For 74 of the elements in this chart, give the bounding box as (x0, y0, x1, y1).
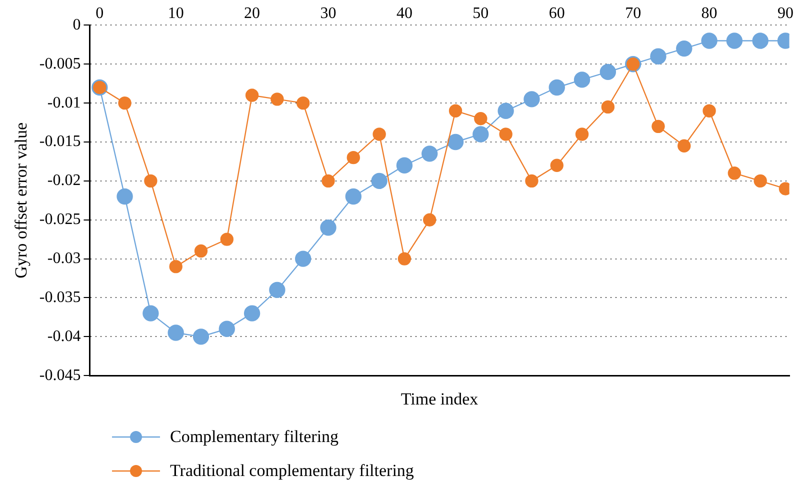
point (678, 139, 691, 152)
point (498, 102, 514, 119)
point (499, 128, 512, 141)
point (244, 305, 260, 322)
point (372, 128, 386, 141)
point (118, 96, 132, 110)
point (320, 220, 336, 236)
point (650, 48, 666, 64)
point (218, 320, 235, 337)
point (169, 260, 182, 274)
x-tick-label: 90 (777, 4, 794, 22)
legend-label: Traditional complementary filtering (170, 461, 414, 481)
point (600, 64, 616, 80)
y-tick-label: -0.015 (39, 133, 81, 150)
x-tick-label: 50 (472, 4, 489, 22)
point (269, 282, 286, 298)
point (322, 174, 335, 188)
point (192, 328, 210, 345)
y-tick-label: -0.03 (47, 250, 81, 268)
point (423, 213, 436, 226)
point (754, 174, 767, 188)
point (676, 40, 692, 57)
point (245, 88, 259, 102)
point (701, 32, 718, 49)
x-axis-title: Time index (400, 389, 479, 408)
point (398, 252, 412, 266)
point (422, 146, 438, 162)
y-tick-label: -0.02 (47, 172, 81, 190)
y-axis-title: Gyro offset error value (12, 122, 31, 278)
point (168, 324, 184, 341)
point (652, 120, 665, 134)
point (524, 91, 540, 108)
point (548, 79, 565, 96)
point (296, 96, 310, 110)
point (142, 305, 159, 322)
point (728, 166, 742, 180)
point (574, 72, 590, 88)
y-tick-label: -0.035 (39, 288, 81, 306)
x-tick-label: 70 (625, 4, 642, 22)
y-tick-label: 0 (72, 16, 81, 34)
point (447, 134, 464, 150)
point (752, 32, 768, 49)
x-tick-label: 30 (320, 4, 336, 22)
point (346, 150, 360, 164)
x-tick-label: 40 (396, 4, 412, 22)
y-tick-label: -0.005 (39, 55, 81, 72)
point (525, 174, 538, 188)
y-tick-label: -0.045 (39, 366, 81, 384)
x-tick-label: 0 (96, 4, 104, 22)
point (345, 188, 362, 205)
point (474, 112, 488, 126)
x-tick-label: 60 (548, 4, 565, 22)
point (726, 32, 743, 49)
point (702, 104, 716, 118)
y-tick-label: -0.025 (39, 211, 81, 228)
point (116, 188, 133, 205)
y-tick-label: -0.01 (47, 94, 81, 112)
point (144, 174, 158, 188)
point (194, 244, 208, 258)
point (220, 232, 234, 246)
point (448, 104, 462, 118)
x-tick-label: 80 (701, 4, 718, 22)
point (550, 158, 564, 172)
point (396, 157, 413, 174)
x-tick-label: 20 (244, 4, 260, 22)
point (601, 100, 615, 114)
point (295, 250, 312, 267)
y-tick-label: -0.04 (47, 328, 81, 345)
x-tick-label: 10 (168, 4, 184, 22)
point (270, 92, 284, 106)
point (575, 128, 589, 141)
point (472, 126, 489, 142)
point (371, 172, 388, 190)
legend-label: Complementary filtering (170, 427, 339, 447)
